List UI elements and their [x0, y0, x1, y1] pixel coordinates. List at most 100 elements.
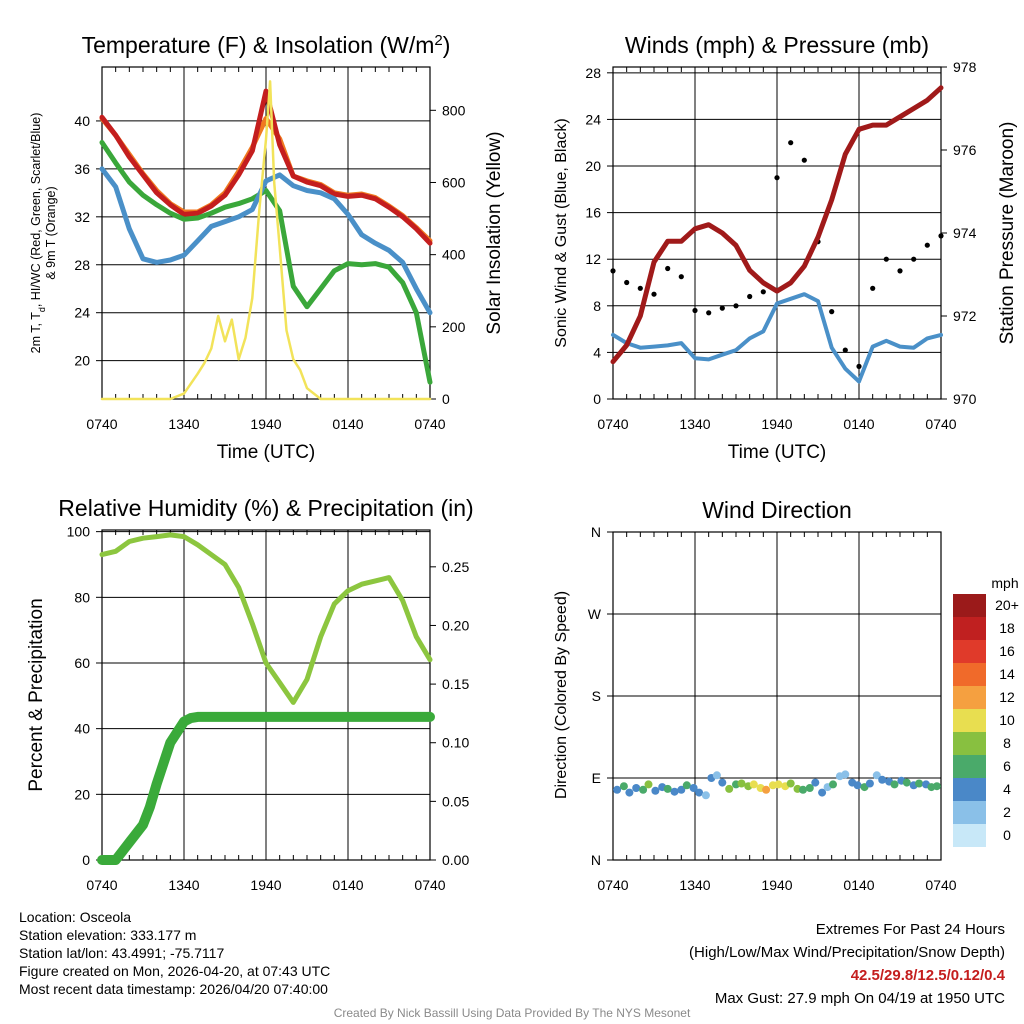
- colorbar-swatch: [953, 663, 986, 686]
- humidity-chart: 0740 1340 1940 0140 0740 0 20 40 60 80 100 0.00 0.05…: [26, 495, 474, 893]
- x-tick-label: 0740: [414, 877, 445, 893]
- chart-title-part: ): [443, 32, 451, 58]
- y2-tick-label: 200: [442, 319, 466, 335]
- direction-point: [774, 780, 783, 789]
- gust-point: [665, 265, 671, 272]
- y2-axis-label: Solar Insolation (Yellow): [484, 131, 505, 334]
- colorbar-label: 16: [999, 643, 1015, 659]
- colorbar-swatch: [953, 801, 986, 824]
- figure-created: Figure created on Mon, 2026-04-20, at 07…: [19, 963, 331, 979]
- direction-point: [670, 787, 679, 796]
- colorbar-swatch: [953, 755, 986, 778]
- gust-point: [637, 285, 643, 291]
- y-tick-label: 40: [74, 721, 90, 737]
- series-line-chill: [99, 166, 433, 316]
- y2-axis-label: Station Pressure (Maroon): [997, 122, 1018, 345]
- y-tick-label: 4: [593, 344, 601, 360]
- direction-point: [619, 782, 628, 791]
- direction-point: [663, 784, 672, 793]
- gust-point: [883, 256, 889, 262]
- y-axis-label-sub: d: [37, 307, 47, 312]
- temperature-chart: 0740 1340 1940 0140 074020242832364002004006…: [29, 32, 505, 464]
- y-tick-label: 60: [74, 655, 90, 671]
- chart-title: Temperature (F) & Insolation (W/m2): [82, 32, 451, 59]
- x-tick-label: 1340: [679, 877, 710, 893]
- x-tick-label: 1940: [761, 416, 792, 432]
- y-tick-label: 24: [585, 111, 601, 127]
- chart-title: Winds (mph) & Pressure (mb): [625, 32, 929, 58]
- gust-point: [624, 279, 630, 286]
- direction-point: [689, 784, 698, 792]
- series-line-pressure: [610, 85, 944, 365]
- colorbar-swatch: [953, 709, 986, 732]
- direction-point: [865, 779, 874, 788]
- extremes-panel: Extremes For Past 24 Hours (High/Low/Max…: [689, 918, 1005, 1010]
- gust-point: [801, 157, 807, 163]
- colorbar-swatch: [953, 824, 986, 847]
- plot-frame: [101, 66, 431, 400]
- extremes-subtitle: (High/Low/Max Wind/Precipitation/Snow De…: [689, 944, 1005, 961]
- colorbar-label: 8: [1003, 735, 1011, 751]
- direction-point: [872, 771, 881, 780]
- direction-point: [818, 788, 827, 797]
- x-tick-label: 1340: [679, 416, 710, 432]
- gust-point: [870, 285, 876, 291]
- direction-point: [677, 785, 686, 794]
- direction-point: [902, 778, 911, 787]
- direction-point: [718, 778, 727, 787]
- y2-tick-label: 974: [953, 225, 977, 241]
- y-tick-label: 16: [585, 205, 601, 221]
- y-axis-label: Direction (Colored By Speed): [553, 591, 570, 799]
- direction-point: [762, 785, 771, 794]
- series-line-solar: [100, 80, 432, 401]
- extremes-values: 42.5/29.8/12.5/0.12/0.4: [850, 967, 1005, 984]
- direction-point: [786, 779, 795, 788]
- x-axis-label: Time (UTC): [728, 442, 827, 463]
- y-tick-label: 28: [74, 257, 90, 273]
- max-gust: Max Gust: 27.9 mph On 04/19 at 1950 UTC: [714, 990, 1005, 1007]
- gust-point: [829, 309, 835, 315]
- y-tick-label: 20: [585, 158, 601, 174]
- y-tick-label: 28: [585, 65, 601, 81]
- y-tick-label: N: [591, 852, 601, 868]
- x-tick-label: 0740: [925, 877, 956, 893]
- gust-point: [719, 305, 725, 311]
- y-tick-label: 0: [593, 391, 601, 407]
- y-tick-label: 12: [585, 251, 601, 267]
- gust-point: [924, 242, 930, 248]
- chart-title: Wind Direction: [702, 497, 852, 523]
- x-axis-label: Time (UTC): [217, 442, 316, 463]
- colorbar-label: 20+: [995, 597, 1019, 613]
- y2-tick-label: 0.05: [442, 793, 469, 809]
- recent-timestamp: Most recent data timestamp: 2026/04/20 0…: [19, 981, 328, 997]
- x-tick-label: 1940: [761, 877, 792, 893]
- x-tick-label: 0740: [925, 416, 956, 432]
- chart-title-part: 2: [434, 32, 442, 49]
- direction-point: [811, 778, 820, 787]
- x-tick-label: 0140: [843, 416, 874, 432]
- direction-point: [725, 784, 734, 793]
- y-tick-label: 80: [74, 589, 90, 605]
- direction-point: [915, 779, 924, 788]
- y-axis-label-part: , HI/WC (Red, Green, Scarlet/Blue): [29, 113, 43, 308]
- chart-title-part: Relative Humidity (%) & Precipitation (i…: [58, 495, 473, 521]
- y-tick-label: W: [588, 606, 602, 622]
- colorbar-label: 4: [1003, 781, 1011, 797]
- direction-point: [644, 780, 653, 789]
- x-tick-label: 0740: [86, 877, 117, 893]
- direction-point: [632, 784, 641, 792]
- y-tick-label: 0: [82, 852, 90, 868]
- y2-tick-label: 0.00: [442, 852, 469, 868]
- direction-point: [853, 781, 862, 790]
- y-tick-label: 24: [74, 305, 90, 321]
- colorbar-swatch: [953, 778, 986, 801]
- gust-point: [774, 175, 780, 181]
- y-tick-label: 32: [74, 209, 90, 225]
- gust-point: [897, 268, 903, 274]
- direction-point: [749, 780, 758, 789]
- x-tick-label: 0740: [597, 877, 628, 893]
- y-axis-label-part: 2m T, T: [29, 312, 43, 354]
- y2-tick-label: 972: [953, 308, 977, 324]
- colorbar-label: 12: [999, 689, 1015, 705]
- y-axis-label: Percent & Precipitation: [26, 598, 47, 791]
